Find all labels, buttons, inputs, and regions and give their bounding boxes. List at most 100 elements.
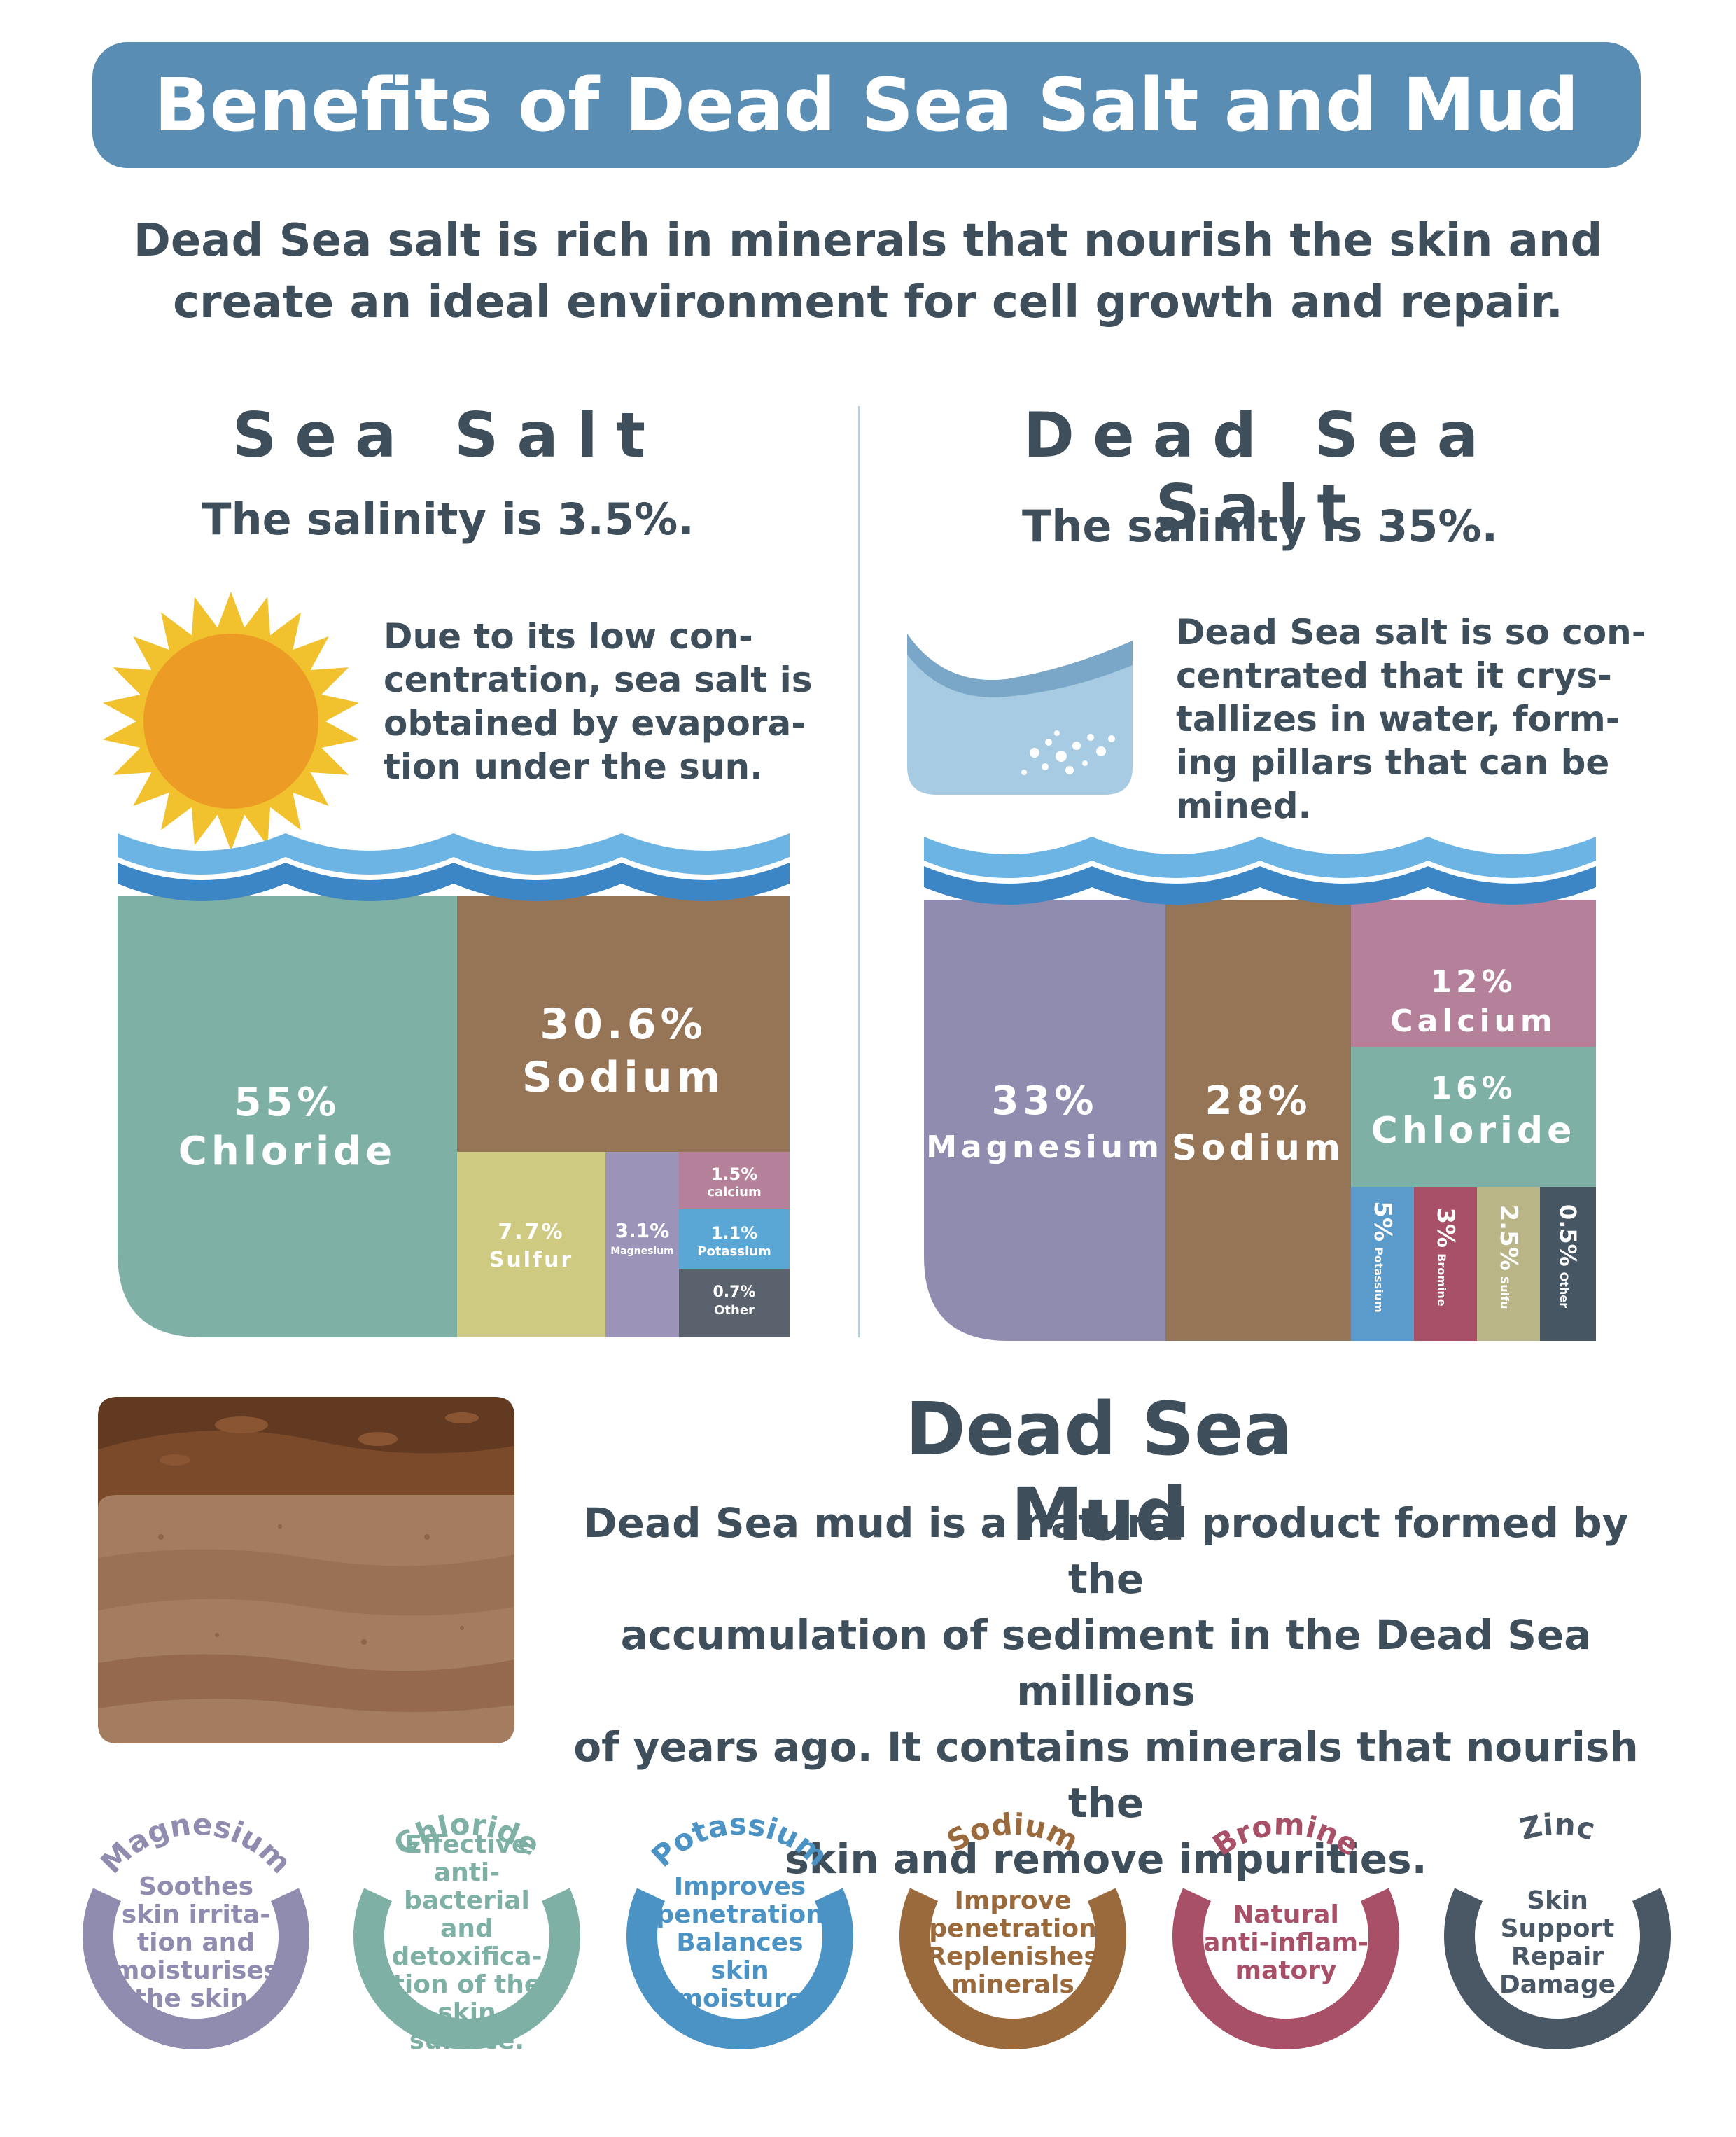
dead-sea-desc-line: ing pillars that can be bbox=[1176, 742, 1610, 783]
dead-sea-potassium-label: 5% Potassium bbox=[1351, 1187, 1414, 1341]
dead-sea-magnesium-block bbox=[924, 900, 1166, 1341]
dead-sea-bromine-label: 3% Bromine bbox=[1414, 1187, 1477, 1341]
dead-sea-magnesium-label: 33% Magnesium bbox=[924, 1078, 1166, 1171]
mineral-text: Potassium bbox=[1372, 1246, 1385, 1313]
mineral-text: Sodium bbox=[1172, 1127, 1345, 1168]
sea-salt-salinity: The salinity is 3.5%. bbox=[202, 494, 694, 545]
badge-benefit-text: Natural anti-inflam-matory bbox=[1195, 1873, 1377, 2013]
sea-salt-sulfur-block bbox=[457, 1152, 606, 1337]
badge-text-line: Soothes bbox=[138, 1872, 254, 1901]
pct-text: 3% bbox=[1432, 1207, 1460, 1248]
badge-mineral-name: Sodium bbox=[941, 1807, 1084, 1858]
mud-text-line: accumulation of sediment in the Dead Sea… bbox=[620, 1611, 1592, 1715]
badge-ring-icon: Chloride bbox=[354, 1807, 580, 2050]
dead-sea-chloride-block bbox=[1351, 1047, 1596, 1187]
pct-text: 0.5% bbox=[1555, 1204, 1581, 1267]
pct-text: 33% bbox=[991, 1078, 1098, 1124]
pct-text: 7.7% bbox=[498, 1220, 565, 1244]
sea-salt-calcium-block bbox=[679, 1152, 790, 1209]
mineral-text: Sulfur bbox=[489, 1248, 574, 1272]
sea-salt-calcium-label: 1.5% calcium bbox=[679, 1164, 790, 1200]
sea-salt-description: Due to its low con- centration, sea salt… bbox=[384, 615, 832, 788]
page-title: Benefits of Dead Sea Salt and Mud bbox=[154, 62, 1579, 148]
badge-text-line: matory bbox=[1235, 1956, 1337, 1985]
badge-text-line: anti-inflam- bbox=[1203, 1928, 1368, 1957]
pct-text: 5% bbox=[1368, 1201, 1396, 1241]
badge-mineral-name: Bromine bbox=[1207, 1807, 1366, 1863]
sea-salt-magnesium-label: 3.1% Magnesium bbox=[606, 1218, 679, 1259]
dead-sea-sulfur-label: 2.5% Sulfu bbox=[1477, 1187, 1540, 1341]
sea-salt-other-label: 0.7% Other bbox=[679, 1283, 790, 1319]
badge-mineral-name: Zinc bbox=[1517, 1807, 1599, 1846]
badge-text-line: Improves bbox=[673, 1872, 806, 1901]
mineral-text: Chloride bbox=[1371, 1110, 1576, 1152]
badge-ring-icon: Zinc bbox=[1444, 1807, 1671, 2050]
badge-text-line: anti-bacterial bbox=[404, 1858, 530, 1915]
intro-line-1: Dead Sea salt is rich in minerals that n… bbox=[133, 215, 1603, 267]
badge-ring-icon: Bromine bbox=[1172, 1807, 1399, 2050]
dead-sea-sodium-label: 28% Sodium bbox=[1166, 1078, 1351, 1171]
badge-text-line: penetration bbox=[929, 1914, 1097, 1943]
dead-sea-calcium-label: 12% Calcium bbox=[1351, 963, 1596, 1041]
benefit-badge-potassium: Potassium Improves penetration Balances ski… bbox=[610, 1807, 869, 2066]
badge-text-line: Balances skin bbox=[676, 1928, 804, 1985]
dead-sea-potassium-block bbox=[1351, 1187, 1414, 1341]
title-banner: Benefits of Dead Sea Salt and Mud bbox=[92, 42, 1641, 168]
mineral-text: Magnesium bbox=[610, 1246, 674, 1257]
benefit-badge-chloride: Chloride Effective anti-bacterial and detox… bbox=[337, 1807, 596, 2066]
badge-ring-icon: Magnesium bbox=[83, 1807, 309, 2050]
dead-sea-salt-composition-chart bbox=[924, 837, 1596, 1341]
pct-text: 0.7% bbox=[713, 1283, 756, 1301]
mineral-text: Bromine bbox=[1435, 1253, 1448, 1307]
benefit-badge-bromine: Bromine Natural anti-inflam-matory bbox=[1156, 1807, 1415, 2066]
sea-salt-desc-line: obtained by evapora- bbox=[384, 703, 806, 744]
sea-salt-chloride-block bbox=[118, 896, 457, 1337]
badge-mineral-name: Potassium bbox=[645, 1807, 834, 1874]
sea-salt-magnesium-block bbox=[606, 1152, 679, 1337]
badge-benefit-text: Soothes skin irrita-tion and moisturises th… bbox=[105, 1873, 287, 2013]
sea-salt-chloride-label: 55% Chloride bbox=[118, 1078, 457, 1176]
mud-text-line: of years ago. It contains minerals that … bbox=[573, 1723, 1639, 1827]
badge-benefit-text: Improve penetration Replenishes minerals bbox=[922, 1873, 1104, 2013]
water-crystals-icon bbox=[907, 634, 1133, 795]
badge-text-line: skin surface. bbox=[409, 1998, 525, 2055]
mud-layers-icon bbox=[98, 1397, 514, 1743]
mineral-text: Potassium bbox=[697, 1244, 771, 1259]
mineral-text: Calcium bbox=[1390, 1003, 1557, 1039]
badge-text-line: moisturises bbox=[113, 1956, 279, 1985]
sea-salt-composition-chart bbox=[118, 833, 790, 1337]
badge-text-line: Support bbox=[1500, 1914, 1615, 1943]
wave-icon bbox=[924, 837, 1596, 905]
dead-sea-salt-description: Dead Sea salt is so con- centrated that … bbox=[1176, 611, 1652, 828]
badge-text-line: Effective bbox=[405, 1830, 529, 1859]
badge-text-line: moisture bbox=[676, 1984, 804, 2013]
badge-text-line: tion and bbox=[136, 1928, 255, 1957]
dead-sea-chloride-label: 16% Chloride bbox=[1351, 1068, 1596, 1152]
sea-salt-desc-line: tion under the sun. bbox=[384, 746, 764, 787]
pct-text: 1.1% bbox=[710, 1223, 758, 1243]
mineral-text: Chloride bbox=[178, 1129, 397, 1174]
benefit-badge-zinc: Zinc Skin Support Repair Damage bbox=[1428, 1807, 1687, 2066]
badge-text-line: skin irrita- bbox=[121, 1900, 271, 1929]
sun-icon bbox=[102, 592, 360, 851]
dead-sea-desc-line: Dead Sea salt is so con- bbox=[1176, 612, 1646, 653]
dead-sea-calcium-block bbox=[1351, 900, 1596, 1047]
badge-text-line: Repair bbox=[1511, 1942, 1604, 1971]
dead-sea-salt-salinity: The salinity is 35%. bbox=[1021, 501, 1499, 552]
dead-sea-salt-heading: Dead Sea Salt bbox=[1023, 399, 1497, 543]
intro-line-2: create an ideal environment for cell gro… bbox=[173, 277, 1563, 328]
mineral-text: Magnesium bbox=[926, 1129, 1163, 1165]
badge-mineral-name: Magnesium bbox=[94, 1807, 298, 1880]
mud-description: Dead Sea mud is a natural product formed… bbox=[553, 1495, 1659, 1887]
badge-text-line: the skin. bbox=[134, 1984, 258, 2013]
mineral-text: Other bbox=[1558, 1272, 1571, 1309]
badge-ring-icon: Sodium bbox=[899, 1807, 1126, 2050]
badge-text-line: Replenishes bbox=[927, 1942, 1099, 1971]
benefit-badge-magnesium: Magnesium Soothes skin irrita-tion and mois… bbox=[66, 1807, 326, 2066]
pct-text: 3.1% bbox=[615, 1219, 670, 1242]
sea-salt-sodium-label: 30.6% Sodium bbox=[457, 998, 790, 1104]
badge-text-line: Improve bbox=[954, 1886, 1072, 1915]
pct-text: 12% bbox=[1430, 964, 1517, 1000]
dead-sea-other-label: 0.5% Other bbox=[1540, 1187, 1596, 1341]
intro-text: Dead Sea salt is rich in minerals that n… bbox=[112, 210, 1624, 333]
